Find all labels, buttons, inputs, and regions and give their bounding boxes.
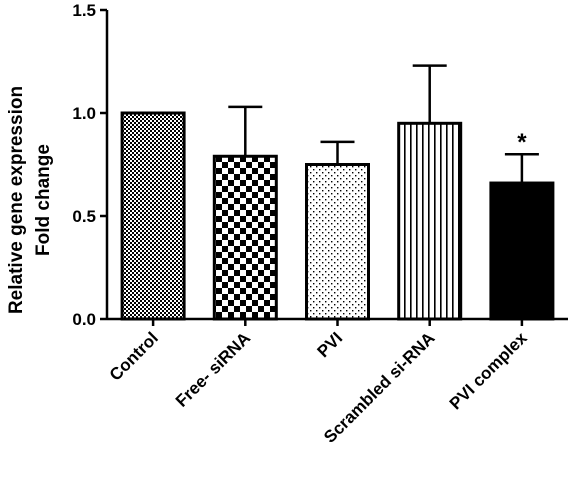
y-tick-label: 0.0 [72,310,96,329]
category-label: PVI complex [446,328,531,413]
y-axis-title-line: Relative gene expression [6,86,27,314]
error-bars [228,64,539,184]
annotations: * [517,129,527,156]
category-label: Control [106,328,162,384]
category-label: PVI [314,328,347,361]
category-label: Free- siRNA [172,328,254,410]
bar [489,181,555,321]
bar [212,154,278,321]
y-axis-title-line: Fold change [33,144,54,256]
bars [120,111,555,321]
y-tick-label: 0.5 [72,207,96,226]
bar [120,111,186,321]
y-axis-title: Relative gene expression Fold change [6,86,54,314]
bar [305,163,370,321]
bar [397,121,463,321]
y-tick-label: 1.0 [72,104,96,123]
significance-marker: * [517,129,527,156]
y-axis: 0.0 0.5 1.0 1.5 [72,1,109,329]
y-tick-label: 1.5 [72,1,96,20]
